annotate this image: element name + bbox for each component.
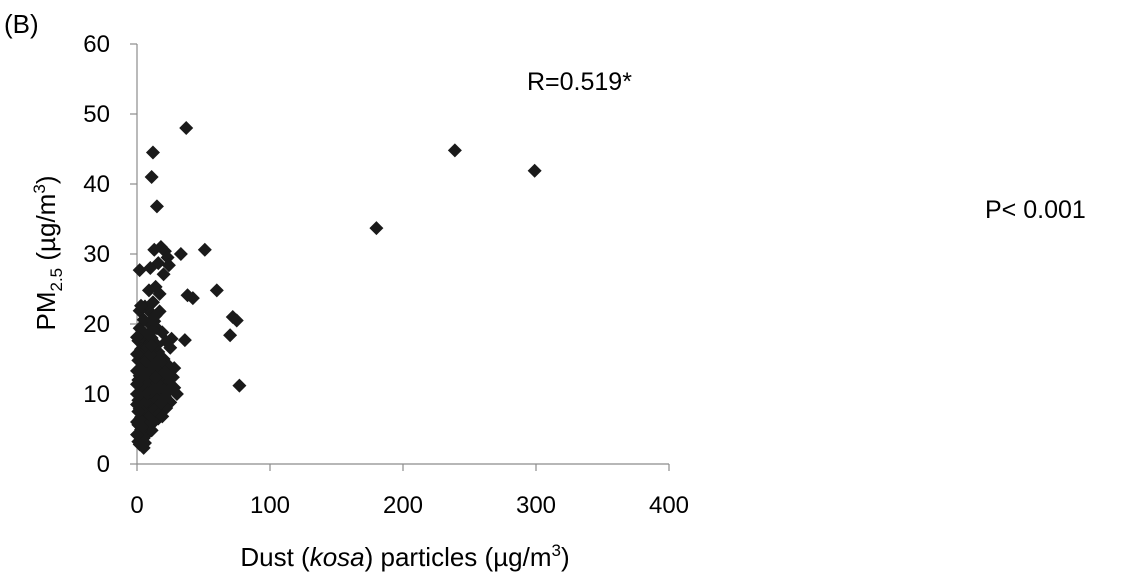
data-point bbox=[144, 170, 159, 184]
y-tick-label: 0 bbox=[97, 451, 110, 478]
data-point bbox=[141, 283, 156, 298]
data-point bbox=[161, 258, 176, 273]
data-point bbox=[147, 242, 162, 257]
x-label-italic: kosa bbox=[310, 542, 365, 572]
data-point bbox=[152, 286, 167, 301]
data-point bbox=[163, 340, 178, 355]
axes bbox=[136, 44, 669, 465]
x-tick-label: 100 bbox=[250, 492, 290, 519]
data-point bbox=[155, 409, 170, 424]
data-point bbox=[133, 298, 148, 313]
data-point bbox=[527, 163, 542, 178]
data-point bbox=[143, 347, 158, 362]
data-point bbox=[145, 415, 160, 430]
data-point bbox=[130, 347, 144, 362]
data-point bbox=[130, 427, 144, 442]
data-point bbox=[130, 415, 144, 429]
y-tick-label: 10 bbox=[83, 381, 110, 408]
x-label-post: ) particles (µg/m bbox=[365, 542, 552, 572]
data-point bbox=[209, 283, 224, 298]
x-tick-label: 300 bbox=[516, 492, 556, 519]
x-tick-label: 400 bbox=[649, 492, 689, 519]
data-point bbox=[130, 330, 144, 345]
data-point bbox=[145, 145, 160, 160]
data-point bbox=[137, 366, 152, 380]
x-axis-label: Dust (kosa) particles (µg/m3) bbox=[240, 541, 569, 572]
y-tick-label: 30 bbox=[83, 241, 110, 268]
data-point bbox=[229, 313, 244, 328]
y-label-end: ) bbox=[31, 176, 61, 185]
data-point bbox=[148, 308, 163, 323]
x-tick-label: 0 bbox=[130, 492, 143, 519]
x-ticks: 0 100 200 300 400 bbox=[130, 464, 689, 519]
data-point bbox=[130, 377, 144, 392]
data-point bbox=[197, 242, 212, 257]
data-point bbox=[137, 436, 152, 450]
y-tick-label: 60 bbox=[83, 31, 110, 58]
data-point bbox=[149, 199, 164, 214]
panel-label: (B) bbox=[4, 9, 39, 39]
data-point bbox=[157, 244, 172, 259]
data-point bbox=[148, 370, 163, 385]
data-point bbox=[156, 267, 171, 282]
data-point bbox=[185, 291, 200, 306]
y-tick-label: 40 bbox=[83, 171, 110, 198]
p-value-annotation: P< 0.001 bbox=[985, 196, 1086, 224]
y-tick-label: 20 bbox=[83, 311, 110, 338]
data-point bbox=[179, 121, 194, 135]
y-tick-label: 50 bbox=[83, 101, 110, 128]
r-value-annotation: R=0.519* bbox=[527, 68, 632, 96]
data-point bbox=[369, 221, 384, 236]
x-label-superscript: 3 bbox=[552, 541, 561, 560]
y-label-superscript: 3 bbox=[30, 184, 49, 193]
data-point bbox=[136, 312, 151, 327]
y-axis-label: PM2.5 (µg/m3) bbox=[30, 176, 66, 331]
data-point bbox=[147, 382, 162, 397]
data-point bbox=[447, 143, 462, 158]
data-point bbox=[130, 387, 144, 401]
data-point bbox=[232, 378, 247, 393]
data-point bbox=[173, 247, 188, 261]
y-ticks: 0 10 20 30 40 50 60 bbox=[83, 31, 137, 478]
x-tick-label: 200 bbox=[383, 492, 423, 519]
y-label-unit: (µg/m bbox=[31, 194, 61, 268]
data-point bbox=[159, 366, 174, 381]
x-label-end: ) bbox=[561, 542, 570, 572]
data-point bbox=[143, 261, 158, 275]
data-points bbox=[130, 121, 542, 455]
data-point bbox=[141, 327, 156, 342]
data-point bbox=[132, 263, 147, 278]
data-point bbox=[130, 397, 144, 412]
data-point bbox=[223, 328, 238, 343]
data-point bbox=[156, 391, 171, 406]
data-point bbox=[177, 333, 192, 348]
y-label-subscript: 2.5 bbox=[47, 268, 66, 292]
data-point bbox=[145, 359, 160, 373]
y-label-pm: PM bbox=[31, 292, 61, 331]
data-point bbox=[144, 338, 159, 353]
x-label-pre: Dust ( bbox=[240, 542, 310, 572]
